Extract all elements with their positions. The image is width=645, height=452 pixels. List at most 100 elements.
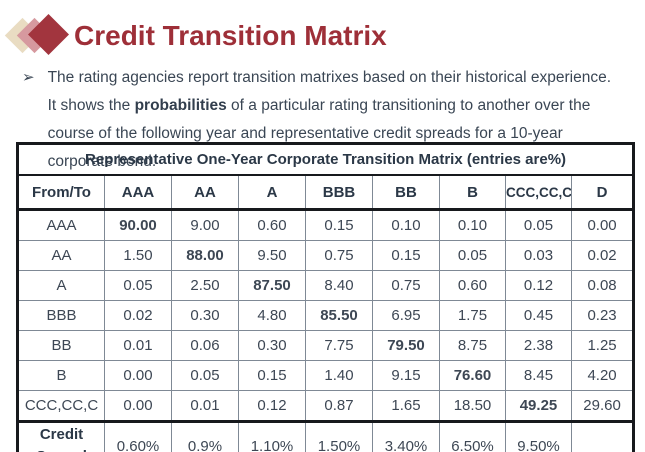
matrix-cell: 0.30 — [171, 300, 239, 331]
row-label: CCC,CC,C — [17, 390, 105, 422]
intro-text-bold: probabilities — [134, 97, 227, 114]
matrix-cell: 0.15 — [372, 240, 440, 271]
row-label: AAA — [17, 209, 105, 241]
matrix-cell: 0.10 — [439, 209, 506, 241]
matrix-cell: 0.02 — [570, 240, 635, 271]
matrix-cell: 9.15 — [372, 360, 440, 391]
transition-matrix-table: Representative One-Year Corporate Transi… — [16, 142, 636, 452]
credit-spread-label: Credit Spread — [17, 420, 105, 452]
column-header-bbb: BBB — [305, 174, 373, 211]
matrix-cell: 0.75 — [372, 270, 440, 301]
matrix-cell: 79.50 — [372, 330, 440, 361]
matrix-cell: 0.60 — [238, 209, 306, 241]
table-header-row: From/To AAA AA A BBB BB B CCC,CC,C D — [17, 174, 635, 211]
credit-spread-value-empty — [570, 420, 635, 452]
credit-spread-label-line1: Credit — [39, 426, 84, 444]
row-label: BBB — [17, 300, 105, 331]
matrix-cell: 9.00 — [171, 209, 239, 241]
table-row: B 0.00 0.05 0.15 1.40 9.15 76.60 8.45 4.… — [17, 360, 635, 391]
table-row: AAA 90.00 9.00 0.60 0.15 0.10 0.10 0.05 … — [17, 209, 635, 241]
matrix-cell: 0.05 — [505, 209, 572, 241]
bullet-arrow-icon: ➢ — [22, 69, 35, 86]
page-title: Credit Transition Matrix — [74, 20, 387, 51]
matrix-cell: 0.06 — [171, 330, 239, 361]
matrix-cell: 0.12 — [505, 270, 572, 301]
row-label: BB — [17, 330, 105, 361]
matrix-cell: 0.15 — [305, 209, 373, 241]
column-header-from-to: From/To — [17, 174, 105, 211]
matrix-cell: 2.38 — [505, 330, 572, 361]
credit-spread-value: 1.50% — [305, 420, 373, 452]
slide-header: Credit Transition Matrix — [4, 10, 387, 62]
row-label: B — [17, 360, 105, 391]
matrix-cell: 0.75 — [305, 240, 373, 271]
matrix-cell: 0.45 — [505, 300, 572, 331]
credit-spread-value: 1.10% — [238, 420, 306, 452]
title-diamonds-icon — [4, 10, 70, 62]
matrix-cell: 0.12 — [238, 390, 306, 422]
column-header-b: B — [439, 174, 506, 211]
matrix-cell: 0.00 — [104, 390, 172, 422]
matrix-cell: 2.50 — [171, 270, 239, 301]
table-row: BB 0.01 0.06 0.30 7.75 79.50 8.75 2.38 1… — [17, 330, 635, 361]
credit-spread-value: 0.9% — [171, 420, 239, 452]
matrix-cell: 76.60 — [439, 360, 506, 391]
column-header-d: D — [570, 174, 635, 211]
matrix-cell: 0.05 — [104, 270, 172, 301]
column-header-bb: BB — [372, 174, 440, 211]
credit-spread-value: 0.60% — [104, 420, 172, 452]
matrix-cell: 1.50 — [104, 240, 172, 271]
credit-spread-row: Credit Spread 0.60% 0.9% 1.10% 1.50% 3.4… — [17, 420, 635, 452]
matrix-cell: 0.87 — [305, 390, 373, 422]
matrix-cell: 4.80 — [238, 300, 306, 331]
matrix-cell: 0.05 — [171, 360, 239, 391]
matrix-cell: 85.50 — [305, 300, 373, 331]
row-label: A — [17, 270, 105, 301]
matrix-cell: 8.40 — [305, 270, 373, 301]
column-header-aa: AA — [171, 174, 239, 211]
matrix-cell: 0.23 — [570, 300, 635, 331]
matrix-cell: 8.45 — [505, 360, 572, 391]
matrix-cell: 4.20 — [570, 360, 635, 391]
matrix-cell: 0.00 — [570, 209, 635, 241]
credit-spread-label-line2: Spread — [19, 446, 104, 452]
matrix-cell: 49.25 — [505, 390, 572, 422]
matrix-cell: 0.01 — [104, 330, 172, 361]
matrix-cell: 0.60 — [439, 270, 506, 301]
matrix-cell: 18.50 — [439, 390, 506, 422]
matrix-cell: 1.25 — [570, 330, 635, 361]
matrix-cell: 1.65 — [372, 390, 440, 422]
table-row: A 0.05 2.50 87.50 8.40 0.75 0.60 0.12 0.… — [17, 270, 635, 301]
column-header-ccc: CCC,CC,C — [505, 174, 572, 211]
matrix-cell: 8.75 — [439, 330, 506, 361]
matrix-cell: 1.75 — [439, 300, 506, 331]
matrix-cell: 0.03 — [505, 240, 572, 271]
credit-spread-value: 3.40% — [372, 420, 440, 452]
column-header-aaa: AAA — [104, 174, 172, 211]
matrix-cell: 0.15 — [238, 360, 306, 391]
matrix-cell: 90.00 — [104, 209, 172, 241]
row-label: AA — [17, 240, 105, 271]
matrix-cell: 0.10 — [372, 209, 440, 241]
matrix-cell: 0.00 — [104, 360, 172, 391]
table-row: AA 1.50 88.00 9.50 0.75 0.15 0.05 0.03 0… — [17, 240, 635, 271]
table-title: Representative One-Year Corporate Transi… — [16, 143, 635, 176]
matrix-cell: 29.60 — [570, 390, 635, 422]
matrix-cell: 0.30 — [238, 330, 306, 361]
column-header-a: A — [238, 174, 306, 211]
credit-spread-value: 6.50% — [439, 420, 506, 452]
matrix-cell: 9.50 — [238, 240, 306, 271]
matrix-cell: 1.40 — [305, 360, 373, 391]
matrix-cell: 88.00 — [171, 240, 239, 271]
table-row: BBB 0.02 0.30 4.80 85.50 6.95 1.75 0.45 … — [17, 300, 635, 331]
matrix-cell: 0.02 — [104, 300, 172, 331]
matrix-cell: 0.05 — [439, 240, 506, 271]
table-row: CCC,CC,C 0.00 0.01 0.12 0.87 1.65 18.50 … — [17, 390, 635, 422]
matrix-cell: 87.50 — [238, 270, 306, 301]
credit-spread-value: 9.50% — [505, 420, 572, 452]
intro-text-before: The rating agencies report transition ma… — [47, 69, 612, 114]
matrix-cell: 0.01 — [171, 390, 239, 422]
matrix-cell: 7.75 — [305, 330, 373, 361]
matrix-cell: 0.08 — [570, 270, 635, 301]
